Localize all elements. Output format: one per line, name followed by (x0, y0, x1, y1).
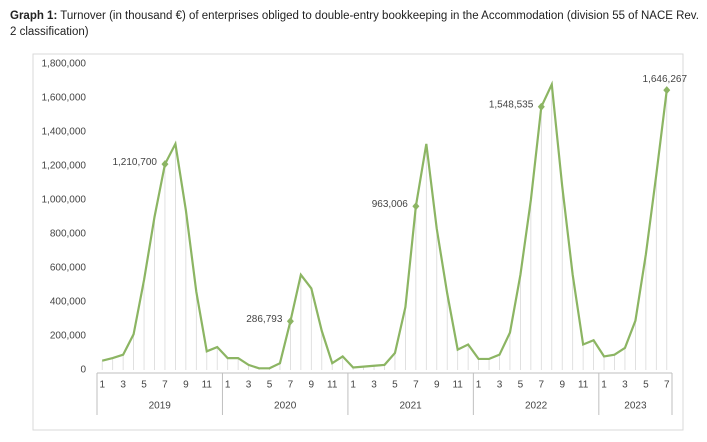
x-tick-label: 1 (476, 380, 482, 391)
x-tick-label: 3 (120, 380, 126, 391)
y-tick-label: 1,200,000 (42, 161, 87, 172)
data-label: 1,210,700 (112, 157, 157, 168)
x-tick-label: 9 (183, 380, 189, 391)
x-tick-label: 5 (518, 380, 524, 391)
year-label: 2019 (149, 401, 172, 412)
series-line (101, 80, 668, 370)
point-marker (286, 317, 294, 326)
x-tick-label: 7 (664, 380, 670, 391)
year-label: 2023 (624, 401, 647, 412)
x-tick-label: 3 (622, 380, 628, 391)
x-tick-label: 11 (202, 380, 213, 391)
title-text: Turnover (in thousand €) of enterprises … (10, 10, 699, 38)
point-marker (663, 86, 671, 95)
y-tick-label: 400,000 (50, 297, 87, 308)
point-marker (161, 160, 169, 169)
x-tick-label: 3 (497, 380, 503, 391)
x-tick-label: 7 (288, 380, 294, 391)
x-tick-label: 1 (225, 380, 231, 391)
data-label: 963,006 (372, 199, 409, 210)
year-label: 2020 (274, 401, 297, 412)
data-label: 1,548,535 (489, 99, 534, 110)
x-tick-label: 3 (371, 380, 377, 391)
x-tick-label: 5 (141, 380, 147, 391)
chart-title: Graph 1: Turnover (in thousand €) of ent… (10, 8, 700, 40)
y-tick-label: 1,800,000 (42, 59, 87, 70)
x-tick-label: 11 (452, 380, 463, 391)
point-marker (537, 102, 545, 111)
x-tick-label: 1 (350, 380, 356, 391)
y-tick-label: 1,600,000 (42, 93, 87, 104)
x-tick-label: 7 (162, 380, 168, 391)
y-tick-label: 600,000 (50, 263, 87, 274)
x-tick-label: 5 (392, 380, 398, 391)
y-tick-label: 0 (80, 365, 86, 376)
x-tick-label: 9 (309, 380, 315, 391)
data-label: 1,646,267 (643, 74, 688, 85)
x-tick-label: 9 (434, 380, 440, 391)
year-label: 2021 (400, 401, 423, 412)
y-tick-label: 200,000 (50, 331, 87, 342)
x-tick-label: 3 (246, 380, 252, 391)
x-tick-label: 11 (578, 380, 589, 391)
x-tick-label: 7 (413, 380, 419, 391)
x-tick-label: 11 (327, 380, 338, 391)
x-tick-label: 7 (539, 380, 545, 391)
year-label: 2022 (525, 401, 548, 412)
y-tick-label: 800,000 (50, 229, 87, 240)
x-tick-label: 9 (559, 380, 565, 391)
y-tick-label: 1,400,000 (42, 127, 87, 138)
x-tick-label: 5 (267, 380, 273, 391)
point-marker (412, 202, 420, 211)
data-label: 286,793 (246, 314, 283, 325)
x-tick-label: 1 (99, 380, 105, 391)
title-label: Graph 1: (10, 10, 58, 22)
x-tick-label: 1 (601, 380, 607, 391)
x-tick-label: 5 (643, 380, 649, 391)
y-tick-label: 1,000,000 (42, 195, 87, 206)
chart-frame (32, 53, 684, 431)
